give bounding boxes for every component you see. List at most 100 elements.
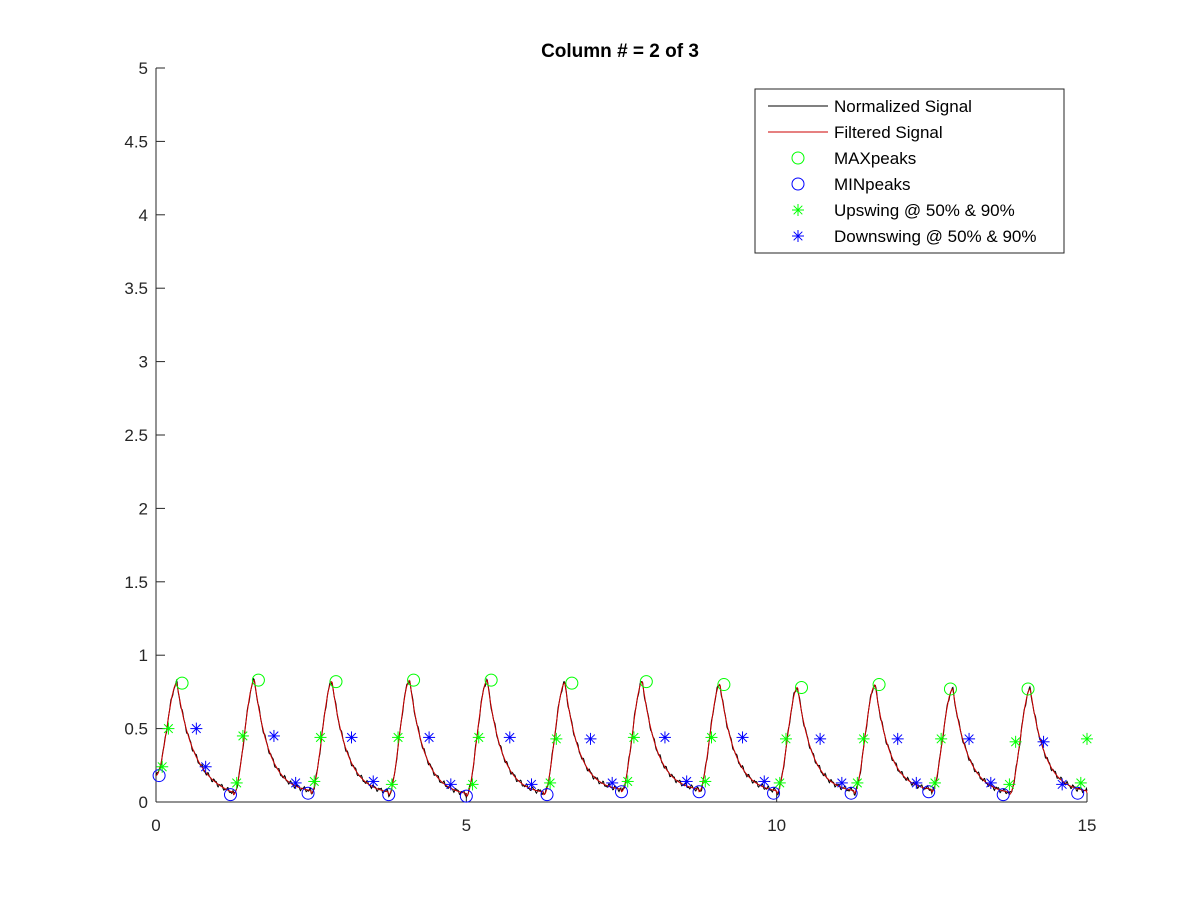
legend-star-upswing: [792, 204, 804, 216]
upswing-50-90-point: [627, 731, 640, 744]
axes: 0 5 10 15 0 0.5 1 1.5 2 2.5 3 3.5 4 4.5 5: [124, 59, 1096, 835]
minpeaks-point: [767, 786, 781, 800]
y-tick-label: 0.5: [124, 720, 148, 739]
upswing-50-90-point: [779, 732, 792, 745]
legend-label-downswing: Downswing @ 50% & 90%: [834, 227, 1036, 246]
maxpeaks-point: [639, 675, 653, 689]
downswing-50-90-point: [444, 778, 457, 791]
downswing-50-90-point: [423, 731, 436, 744]
upswing-50-90-point: [314, 731, 327, 744]
minpeaks-point: [540, 788, 554, 802]
upswing-50-90-point: [1009, 735, 1022, 748]
downswing-50-90-point: [835, 776, 848, 789]
legend-label-maxpeaks: MAXpeaks: [834, 149, 916, 168]
maxpeaks-point: [329, 675, 343, 689]
minpeaks-point: [459, 789, 473, 803]
downswing-50-90-point: [984, 776, 997, 789]
upswing-50-90-point: [472, 731, 485, 744]
upswing-50-90-point: [773, 776, 786, 789]
upswing-50-90-point: [857, 732, 870, 745]
legend-swatch-upswing: [792, 204, 804, 216]
maxpeaks-point: [1021, 682, 1035, 696]
minpeaks-point: [692, 785, 706, 799]
downswing-50-90-point: [658, 731, 671, 744]
downswing-50-90-point: [267, 729, 280, 742]
downswing-50-90-point: [910, 776, 923, 789]
plot-markers: [152, 673, 1093, 803]
upswing-50-90-point: [544, 776, 557, 789]
y-tick-label: 4.5: [124, 132, 148, 151]
upswing-50-90-point: [705, 731, 718, 744]
upswing-50-90-point: [385, 778, 398, 791]
upswing-50-90-point: [230, 776, 243, 789]
upswing-50-90-point: [928, 776, 941, 789]
upswing-50-90-point: [550, 732, 563, 745]
maxpeaks-point: [794, 680, 808, 694]
downswing-50-90-point: [190, 722, 203, 735]
upswing-50-90-point: [156, 760, 169, 773]
y-tick-label: 2.5: [124, 426, 148, 445]
x-tick-label: 5: [462, 816, 471, 835]
maxpeaks-point: [251, 673, 265, 687]
x-tick-label: 0: [151, 816, 160, 835]
filtered-signal-line: [155, 679, 1088, 797]
legend-swatch-maxpeaks: [791, 151, 805, 165]
maxpeaks-point: [943, 682, 957, 696]
upswing-50-90-point: [236, 729, 249, 742]
upswing-50-90-point: [935, 732, 948, 745]
downswing-50-90-point: [680, 775, 693, 788]
upswing-50-90-point: [466, 778, 479, 791]
upswing-50-90-point: [621, 775, 634, 788]
minpeaks-point: [615, 785, 628, 799]
maxpeaks-point: [407, 673, 421, 687]
x-tick-label: 10: [767, 816, 786, 835]
upswing-50-90-point: [699, 775, 712, 788]
y-tick-label: 3: [139, 353, 148, 372]
upswing-50-90-point: [392, 731, 405, 744]
upswing-50-90-point: [851, 776, 864, 789]
y-tick-label: 2: [139, 499, 148, 518]
legend: Normalized Signal Filtered Signal MAXpea…: [754, 88, 1065, 254]
y-tick-label: 0: [139, 793, 148, 812]
downswing-50-90-point: [345, 731, 358, 744]
downswing-50-90-point: [606, 776, 619, 789]
downswing-50-90-point: [525, 778, 538, 791]
maxpeaks-point: [484, 673, 498, 687]
legend-star-downswing: [792, 230, 804, 242]
x-tick-label: 15: [1078, 816, 1097, 835]
downswing-50-90-point: [891, 732, 904, 745]
maxpeaks-point: [717, 678, 731, 692]
upswing-50-90-point: [308, 775, 321, 788]
downswing-50-90-point: [584, 732, 597, 745]
upswing-50-90-point: [1081, 732, 1093, 745]
legend-swatch-minpeaks: [791, 177, 805, 191]
upswing-50-90-point: [162, 722, 175, 735]
minpeaks-point: [301, 786, 315, 800]
plot-lines: [155, 677, 1088, 799]
minpeaks-point: [223, 788, 237, 802]
y-tick-label: 1.5: [124, 573, 148, 592]
legend-swatch-downswing: [792, 230, 804, 242]
legend-box: [754, 88, 1065, 254]
downswing-50-90-point: [814, 732, 827, 745]
legend-label-filtered-signal: Filtered Signal: [834, 123, 943, 142]
downswing-50-90-point: [963, 732, 976, 745]
legend-label-upswing: Upswing @ 50% & 90%: [834, 201, 1015, 220]
downswing-50-90-point: [289, 776, 302, 789]
y-tick-label: 5: [139, 59, 148, 78]
downswing-50-90-point: [758, 775, 771, 788]
legend-label-minpeaks: MINpeaks: [834, 175, 911, 194]
upswing-50-90-point: [1003, 778, 1016, 791]
y-tick-label: 3.5: [124, 279, 148, 298]
upswing-50-90-point: [1074, 776, 1087, 789]
downswing-50-90-point: [503, 731, 516, 744]
downswing-50-90-point: [1056, 778, 1069, 791]
minpeaks-point: [922, 785, 936, 799]
maxpeaks-point: [872, 678, 886, 692]
y-tick-label: 4: [139, 206, 148, 225]
chart-title: Column # = 2 of 3: [541, 41, 699, 62]
downswing-50-90-point: [736, 731, 749, 744]
downswing-50-90-point: [367, 775, 380, 788]
maxpeaks-point: [565, 676, 579, 690]
downswing-50-90-point: [1037, 735, 1050, 748]
